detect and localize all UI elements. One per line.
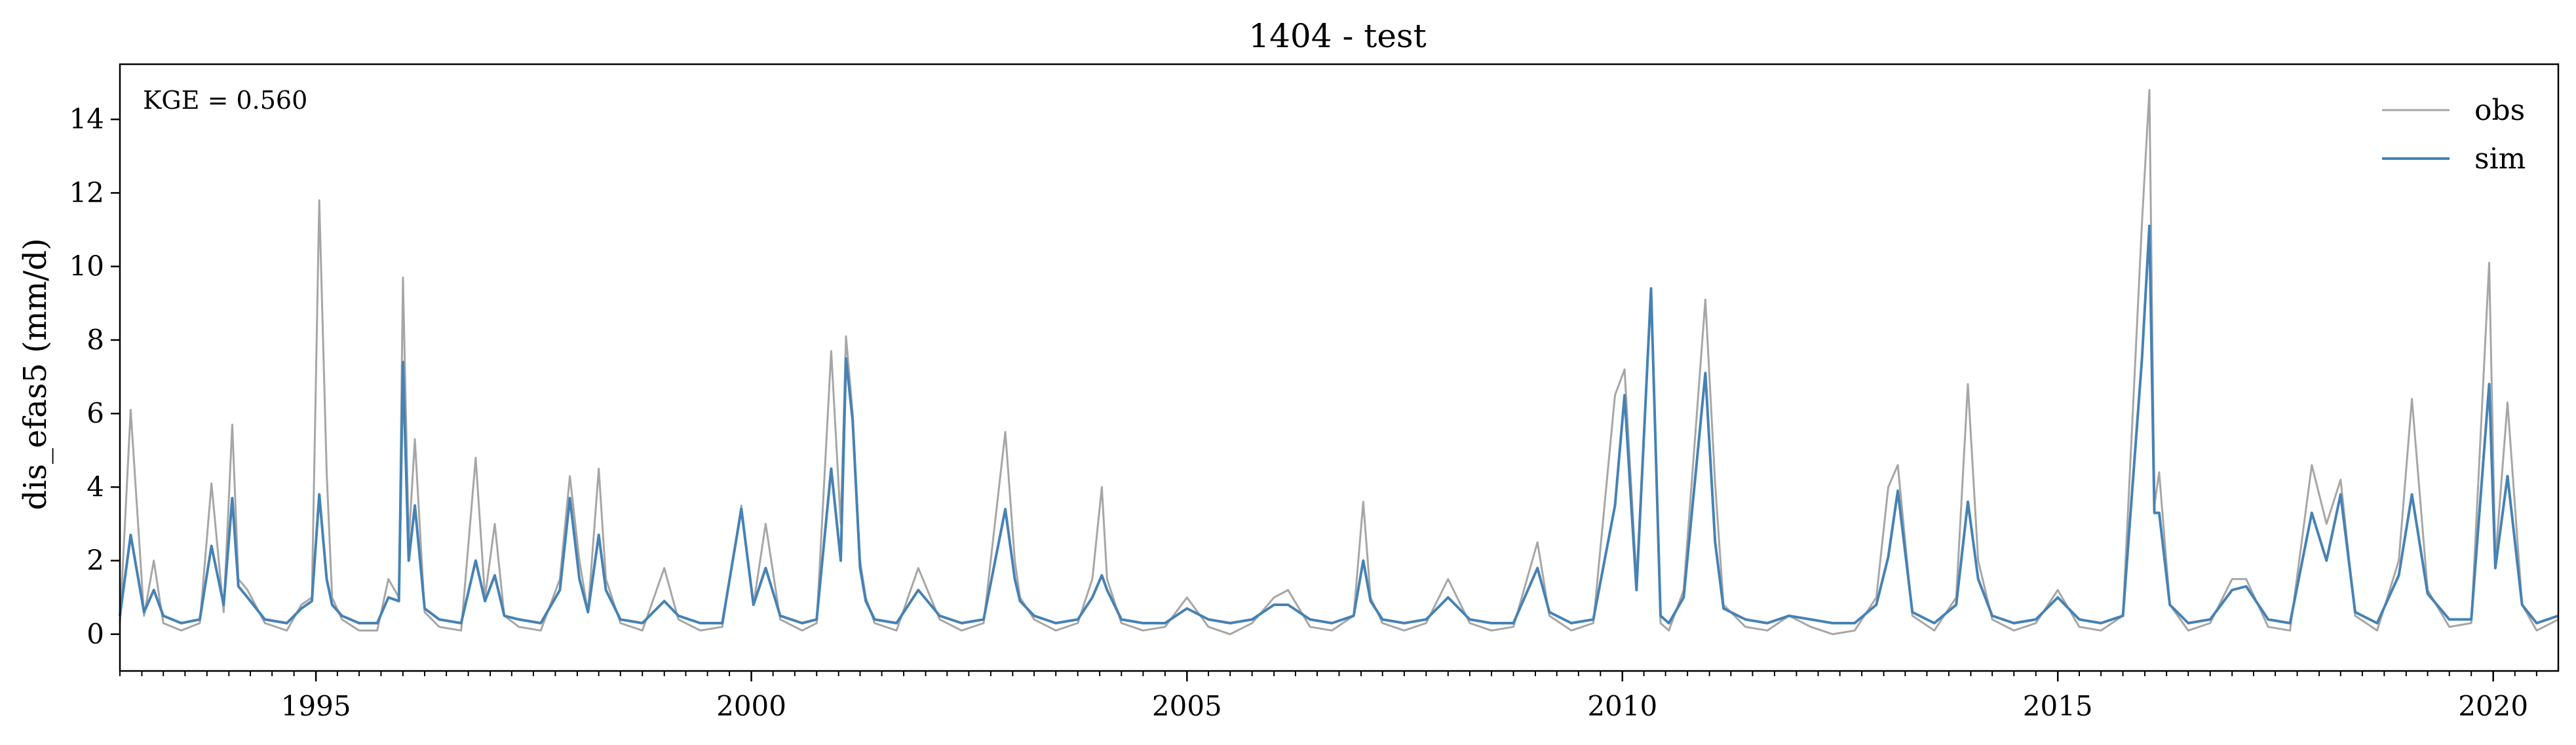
y-tick-label: 8	[87, 324, 104, 356]
legend: obs sim	[2382, 94, 2526, 176]
y-axis-label: dis_efas5 (mm/d)	[17, 238, 54, 510]
y-tick-label: 10	[69, 250, 104, 282]
series-line-obs	[119, 88, 2559, 636]
kge-annotation: KGE = 0.560	[143, 86, 307, 115]
x-tick-label: 2020	[2458, 690, 2528, 722]
legend-label-obs: obs	[2474, 94, 2525, 127]
axes: 0 2 4 6 8 10 12 14 1995 2000 2005 2010 2015 2020	[69, 63, 2560, 722]
x-tick-label: 2010	[1587, 690, 1657, 722]
x-tick-label: 2005	[1152, 690, 1222, 722]
y-tick-label: 0	[87, 618, 104, 650]
y-tick-label: 14	[69, 103, 104, 135]
y-tick-label: 6	[87, 397, 104, 429]
series-line-sim	[119, 224, 2559, 624]
x-tick-label: 2015	[2023, 690, 2093, 722]
y-tick-label: 4	[87, 470, 104, 503]
plot-area	[119, 88, 2559, 636]
y-tick-label: 2	[87, 544, 104, 577]
x-tick-label: 2000	[716, 690, 786, 722]
chart-title: 1404 - test	[1248, 17, 1426, 55]
axes-frame	[119, 63, 2560, 672]
legend-label-sim: sim	[2474, 142, 2526, 176]
y-tick-label: 12	[69, 176, 104, 208]
x-tick-label: 1995	[281, 690, 351, 722]
